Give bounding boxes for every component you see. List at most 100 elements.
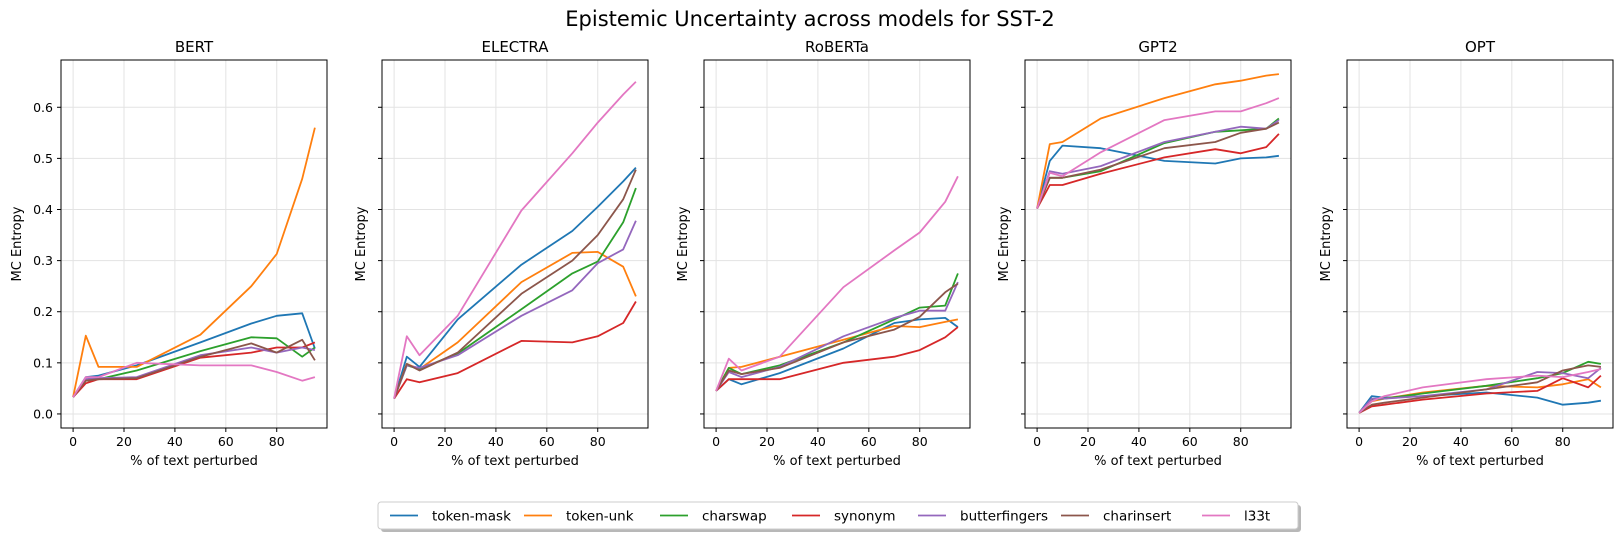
legend-label: synonym bbox=[834, 509, 896, 525]
y-axis-label: MC Entropy bbox=[676, 206, 691, 281]
series-line-charinsert bbox=[393, 169, 637, 399]
series-line-token-unk bbox=[393, 250, 637, 399]
legend-box bbox=[377, 501, 1299, 530]
series-line-token-unk bbox=[72, 127, 316, 398]
series-line-synonym bbox=[393, 301, 637, 400]
x-tick-label: 80 bbox=[269, 434, 285, 449]
y-axis-label: MC Entropy bbox=[354, 206, 369, 281]
y-tick-label: 0.2 bbox=[33, 304, 53, 319]
y-tick-label: 0.1 bbox=[33, 355, 53, 370]
y-tick-label: 0.3 bbox=[33, 253, 53, 268]
x-tick-label: 20 bbox=[1080, 434, 1096, 449]
x-tick-label: 40 bbox=[1453, 434, 1469, 449]
legend-label: charswap bbox=[702, 509, 767, 525]
series-line-synonym bbox=[715, 326, 959, 392]
series-line-synonym bbox=[72, 341, 316, 398]
panel-title: ELECTRA bbox=[481, 38, 549, 56]
series-line-l33t bbox=[1358, 368, 1602, 414]
series-line-token-mask bbox=[1358, 391, 1602, 414]
panel-title: RoBERTa bbox=[805, 38, 869, 56]
x-tick-label: 0 bbox=[390, 434, 398, 449]
axes-frame bbox=[1346, 59, 1614, 429]
panel-gpt2: 0 20 40 60 80 GPT2 % of text perturbed MC Entro… bbox=[997, 38, 1292, 469]
series-line-butterfingers bbox=[393, 220, 637, 399]
series-line-charinsert bbox=[1036, 121, 1280, 209]
x-axis-label: % of text perturbed bbox=[1416, 454, 1544, 469]
series-line-l33t bbox=[1036, 97, 1280, 209]
x-tick-label: 60 bbox=[861, 434, 877, 449]
axes-frame bbox=[1024, 59, 1292, 429]
x-tick-label: 20 bbox=[116, 434, 132, 449]
x-tick-label: 20 bbox=[437, 434, 453, 449]
x-tick-label: 40 bbox=[167, 434, 183, 449]
series-line-charinsert bbox=[1358, 364, 1602, 414]
x-axis-label: % of text perturbed bbox=[773, 454, 901, 469]
legend-entry-charinsert: charinsert bbox=[1061, 509, 1171, 525]
legend-entry-charswap: charswap bbox=[660, 509, 767, 525]
y-tick-label: 0.5 bbox=[33, 151, 53, 166]
x-tick-label: 60 bbox=[218, 434, 234, 449]
x-tick-label: 60 bbox=[539, 434, 555, 449]
x-tick-label: 80 bbox=[1233, 434, 1249, 449]
x-axis-label: % of text perturbed bbox=[130, 454, 258, 469]
series-line-l33t bbox=[393, 81, 637, 399]
series-line-l33t bbox=[715, 175, 959, 392]
legend-entry-token-mask: token-mask bbox=[390, 509, 511, 525]
y-tick-label: 0.6 bbox=[33, 100, 53, 115]
x-tick-label: 80 bbox=[1555, 434, 1571, 449]
axes-frame bbox=[381, 59, 649, 429]
series-line-token-unk bbox=[715, 318, 959, 392]
legend-label: token-unk bbox=[566, 509, 634, 525]
x-tick-label: 40 bbox=[488, 434, 504, 449]
x-tick-label: 0 bbox=[712, 434, 720, 449]
x-tick-label: 80 bbox=[590, 434, 606, 449]
legend-label: butterfingers bbox=[960, 509, 1048, 525]
series-line-token-mask bbox=[1036, 144, 1280, 209]
x-tick-label: 20 bbox=[759, 434, 775, 449]
panel-roberta: 0 20 40 60 80 RoBERTa % of text perturbed MC En… bbox=[676, 38, 971, 469]
axes-frame bbox=[60, 59, 328, 429]
x-tick-label: 80 bbox=[912, 434, 928, 449]
legend-label: l33t bbox=[1244, 509, 1270, 525]
panel-title: GPT2 bbox=[1138, 38, 1177, 56]
series-line-token-mask bbox=[715, 316, 959, 392]
y-axis-label: MC Entropy bbox=[1319, 206, 1334, 281]
y-axis-label: MC Entropy bbox=[10, 206, 25, 281]
series-line-token-mask bbox=[393, 166, 637, 399]
series-line-synonym bbox=[1036, 133, 1280, 209]
legend-entry-synonym: synonym bbox=[792, 509, 896, 525]
panel-title: BERT bbox=[175, 38, 214, 56]
series-line-charinsert bbox=[72, 338, 316, 398]
x-tick-label: 60 bbox=[1182, 434, 1198, 449]
figure-title: Epistemic Uncertainty across models for … bbox=[565, 7, 1054, 31]
legend-entry-l33t: l33t bbox=[1202, 509, 1270, 525]
x-tick-label: 0 bbox=[1355, 434, 1363, 449]
y-tick-label: 0.4 bbox=[33, 202, 53, 217]
panel-bert: 0 20 40 60 80 0.0 0.1 0.2 0.3 0.4 0.5 0.6 BERT % of t… bbox=[10, 38, 328, 469]
series-line-token-unk bbox=[1036, 73, 1280, 209]
x-tick-label: 0 bbox=[1033, 434, 1041, 449]
series-line-token-unk bbox=[1358, 378, 1602, 414]
legend: token-mask token-unk charswap synonym butter… bbox=[377, 501, 1301, 532]
x-tick-label: 20 bbox=[1402, 434, 1418, 449]
x-axis-label: % of text perturbed bbox=[451, 454, 579, 469]
legend-entry-butterfingers: butterfingers bbox=[918, 509, 1048, 525]
series-line-charinsert bbox=[715, 282, 959, 392]
y-axis-label: MC Entropy bbox=[997, 206, 1012, 281]
legend-label: charinsert bbox=[1103, 509, 1171, 525]
y-tick-label: 0.0 bbox=[33, 406, 53, 421]
x-tick-label: 60 bbox=[1504, 434, 1520, 449]
x-tick-label: 40 bbox=[810, 434, 826, 449]
series-line-l33t bbox=[72, 361, 316, 398]
legend-entry-token-unk: token-unk bbox=[524, 509, 634, 525]
panel-title: OPT bbox=[1465, 38, 1496, 56]
series-line-butterfingers bbox=[715, 281, 959, 392]
legend-label: token-mask bbox=[432, 509, 511, 525]
x-axis-label: % of text perturbed bbox=[1094, 454, 1222, 469]
series-line-token-mask bbox=[72, 312, 316, 398]
panels: 0 20 40 60 80 0.0 0.1 0.2 0.3 0.4 0.5 0.6 BERT % of t… bbox=[10, 38, 1614, 469]
series-line-butterfingers bbox=[72, 346, 316, 398]
x-tick-label: 40 bbox=[1131, 434, 1147, 449]
series-line-butterfingers bbox=[1036, 119, 1280, 209]
